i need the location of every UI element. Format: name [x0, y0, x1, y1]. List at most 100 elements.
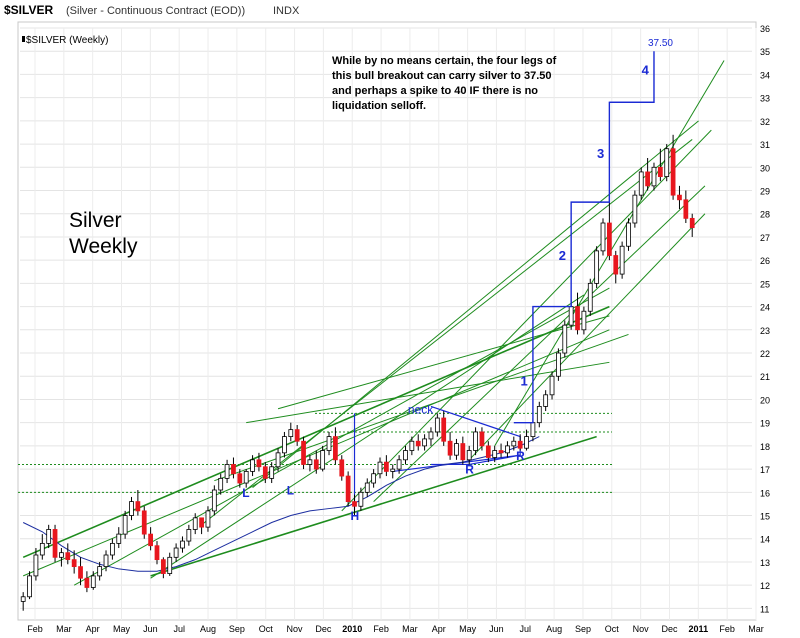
candle-body	[619, 245, 625, 275]
candle-body	[84, 577, 90, 588]
candle-body	[103, 554, 109, 568]
candle	[339, 455, 345, 481]
candle-body	[396, 459, 402, 470]
trend-line	[150, 294, 585, 579]
leg-label: 1	[521, 374, 528, 389]
candle-body	[243, 471, 249, 484]
candle	[466, 445, 472, 465]
candle	[428, 427, 434, 446]
candle-body	[670, 148, 676, 196]
candle	[626, 218, 631, 251]
candle	[141, 506, 147, 539]
candle-body	[307, 459, 313, 465]
candle	[396, 455, 402, 474]
candle-body	[282, 436, 287, 454]
candle	[677, 185, 682, 210]
candle-body	[27, 575, 32, 598]
candle-body	[116, 533, 122, 544]
y-tick-label: 24	[760, 303, 770, 313]
candle-body	[256, 459, 262, 468]
symbol-text: $SILVER	[4, 3, 53, 17]
trend-line	[373, 185, 706, 502]
candle	[192, 513, 198, 535]
x-tick-label: Feb	[373, 624, 389, 634]
y-tick-label: 21	[760, 372, 770, 382]
candle-body	[409, 440, 415, 451]
x-tick-label: May	[459, 624, 477, 634]
candle	[454, 438, 459, 460]
candle	[664, 144, 670, 182]
candle-body	[20, 596, 26, 602]
candle-body	[173, 547, 179, 558]
candle-body	[587, 282, 593, 312]
candle	[116, 527, 122, 549]
x-tick-label: Aug	[546, 624, 562, 634]
candle-body	[524, 436, 529, 449]
candle	[645, 158, 650, 191]
pattern-label: neck	[408, 402, 434, 416]
trend-line	[201, 139, 693, 526]
trend-line	[468, 213, 706, 461]
candle	[600, 218, 606, 256]
grid	[20, 27, 757, 620]
candle	[78, 557, 83, 586]
candle-body	[269, 466, 275, 479]
candle	[358, 487, 364, 511]
breakout-legs: 1 2 3 4 37.50	[513, 38, 673, 424]
candle	[377, 457, 383, 479]
candle-body	[141, 510, 147, 535]
y-tick-label: 14	[760, 535, 770, 545]
y-tick-label: 19	[760, 419, 770, 429]
candle	[390, 464, 396, 479]
candle	[543, 390, 549, 412]
x-tick-label: Mar	[748, 624, 764, 634]
legend-text: $SILVER (Weekly)	[26, 35, 108, 46]
candle	[262, 462, 268, 484]
candle	[71, 550, 77, 574]
candle-body	[211, 489, 217, 512]
candle-body	[180, 540, 185, 549]
candle	[619, 241, 625, 279]
x-tick-label: Apr	[432, 624, 446, 634]
y-tick-label: 27	[760, 233, 770, 243]
candle	[371, 469, 377, 488]
x-tick-label: Sep	[229, 624, 245, 634]
candle-body	[352, 501, 357, 507]
candle-body	[479, 431, 485, 447]
y-tick-label: 15	[760, 512, 770, 522]
candle-body	[600, 222, 606, 252]
candle-body	[250, 459, 255, 472]
candle	[243, 469, 249, 488]
candle-body	[313, 459, 319, 470]
candle	[256, 452, 262, 472]
chart-title-bar: $SILVER (Silver - Continuous Contract (E…	[0, 0, 800, 20]
candle	[186, 524, 192, 546]
candle-body	[517, 440, 523, 449]
legend: $SILVER (Weekly)	[22, 35, 108, 46]
candle-body	[581, 310, 587, 331]
candle-body	[167, 556, 173, 574]
y-tick-label: 33	[760, 94, 770, 104]
candle	[524, 429, 529, 451]
candle-body	[454, 443, 459, 456]
candle-body	[110, 542, 115, 556]
candle	[320, 445, 326, 472]
pattern-label: L	[242, 486, 249, 500]
candle	[498, 443, 504, 458]
candle	[199, 517, 204, 535]
exchange-text: INDX	[273, 5, 300, 17]
candle-body	[148, 533, 153, 547]
y-tick-label: 18	[760, 442, 770, 452]
candle-body	[632, 194, 638, 224]
candle-body	[613, 255, 619, 275]
candle-body	[122, 515, 128, 535]
candle-body	[377, 461, 383, 475]
candle-body	[562, 324, 568, 354]
candle-body	[485, 445, 491, 458]
x-axis: Feb Mar Apr May Jun Jul Aug Sep Oct Nov Dec 2010 Feb…	[27, 624, 764, 634]
candle	[65, 543, 71, 565]
y-tick-label: 17	[760, 465, 770, 475]
candle	[638, 167, 644, 200]
candle-body	[390, 468, 396, 472]
